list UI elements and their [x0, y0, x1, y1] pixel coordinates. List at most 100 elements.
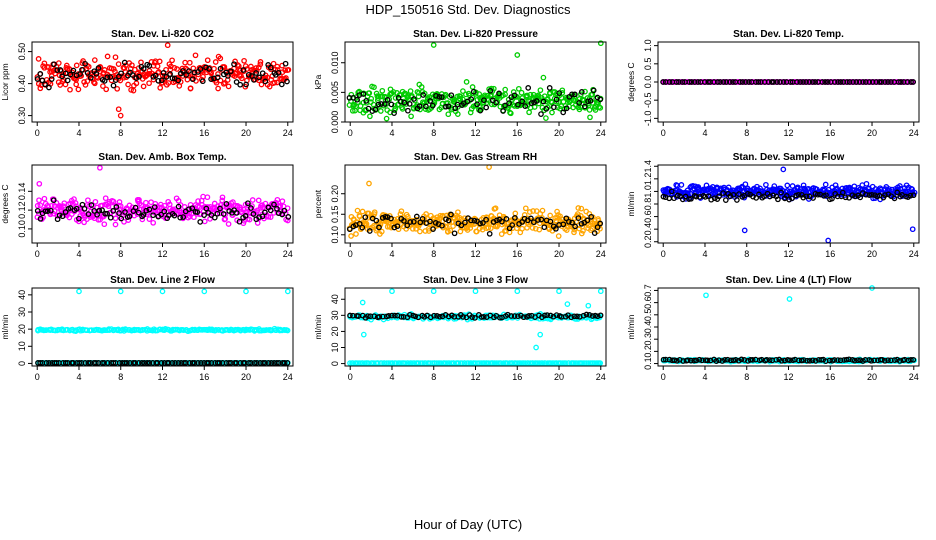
data-point	[177, 214, 184, 221]
data-point	[840, 79, 847, 85]
data-point	[800, 194, 807, 201]
data-point	[265, 360, 272, 366]
data-point	[245, 71, 252, 78]
data-point	[553, 96, 560, 103]
y-tick-label: 0.010	[330, 51, 340, 74]
data-point	[246, 360, 252, 366]
data-point	[536, 226, 543, 233]
data-point	[93, 70, 100, 77]
x-tick-label: 0	[348, 249, 353, 259]
data-point	[104, 360, 111, 366]
x-tick-label: 20	[554, 372, 564, 382]
panel-1: Stan. Dev. Li-820 CO2 Licor ppm 0 4 8 12 16 20 2…	[0, 29, 294, 138]
data-point	[48, 76, 55, 82]
y-tick-label: 0.3	[643, 333, 653, 346]
data-point	[208, 360, 215, 366]
data-point	[349, 107, 356, 114]
data-point	[515, 85, 522, 92]
data-point	[868, 357, 875, 364]
data-point	[431, 312, 437, 319]
data-point	[136, 73, 142, 80]
data-point	[259, 213, 266, 220]
data-point	[139, 213, 145, 220]
data-point	[597, 288, 604, 295]
data-point	[831, 79, 838, 85]
data-point	[359, 208, 366, 215]
x-tick-label: 8	[118, 128, 123, 138]
x-tick-label: 8	[431, 249, 436, 259]
data-point	[205, 360, 212, 366]
data-point	[120, 74, 127, 81]
data-point	[439, 222, 445, 229]
data-point	[389, 288, 395, 295]
data-point	[240, 67, 247, 73]
data-point	[223, 201, 230, 207]
plot-frame	[657, 164, 920, 244]
panel-title: Stan. Dev. Li-820 CO2	[111, 29, 214, 40]
data-point	[556, 90, 563, 96]
data-point	[800, 79, 806, 85]
data-point	[770, 192, 777, 199]
data-points	[346, 164, 604, 239]
data-point	[468, 217, 474, 224]
data-points	[346, 40, 604, 122]
data-point	[803, 79, 809, 85]
x-tick-label: 12	[470, 128, 480, 138]
data-point	[64, 77, 71, 84]
data-point	[432, 220, 439, 226]
data-point	[862, 79, 869, 85]
y-tick-label: 0.5	[643, 58, 653, 71]
data-point	[365, 105, 372, 112]
data-point	[842, 194, 849, 201]
x-tick-label: 24	[283, 249, 293, 259]
data-point	[540, 98, 547, 105]
data-point	[125, 81, 131, 88]
data-point	[99, 207, 105, 214]
data-point	[674, 357, 680, 364]
data-point	[258, 81, 265, 88]
data-point	[707, 357, 714, 364]
data-point	[73, 62, 80, 69]
data-point	[582, 88, 588, 95]
data-point	[471, 217, 478, 224]
data-point	[262, 78, 269, 85]
data-point	[110, 208, 117, 214]
panel-title: Stan. Dev. Line 4 (LT) Flow	[726, 275, 852, 286]
data-point	[535, 92, 542, 99]
data-point	[781, 357, 788, 364]
data-point	[574, 313, 580, 320]
data-point	[285, 214, 292, 220]
data-point	[248, 63, 254, 70]
x-tick-label: 16	[825, 372, 835, 382]
data-point	[423, 211, 429, 217]
data-point	[571, 313, 578, 320]
data-point	[544, 95, 551, 102]
data-point	[72, 200, 79, 206]
data-point	[824, 79, 831, 85]
data-point	[560, 109, 567, 116]
y-tick-label: 0.20	[330, 185, 340, 203]
data-point	[497, 314, 503, 321]
data-point	[118, 215, 125, 222]
x-tick-label: 24	[596, 128, 606, 138]
data-point	[427, 98, 434, 104]
data-point	[714, 79, 721, 85]
data-point	[195, 198, 201, 204]
data-point	[538, 111, 544, 117]
data-point	[843, 356, 850, 363]
x-tick-label: 8	[431, 128, 436, 138]
data-point	[67, 205, 74, 211]
x-tick-label: 0	[661, 372, 666, 382]
data-point	[194, 209, 201, 215]
y-tick-label: 0.6	[643, 296, 653, 309]
data-point	[878, 79, 885, 85]
y-tick-label: 10	[330, 342, 340, 352]
data-point	[62, 360, 69, 366]
data-point	[575, 205, 582, 211]
data-point	[390, 89, 397, 95]
data-point	[104, 53, 111, 60]
data-point	[175, 360, 182, 366]
data-point	[133, 80, 140, 87]
y-tick-label: 20	[330, 326, 340, 336]
data-point	[806, 79, 813, 85]
